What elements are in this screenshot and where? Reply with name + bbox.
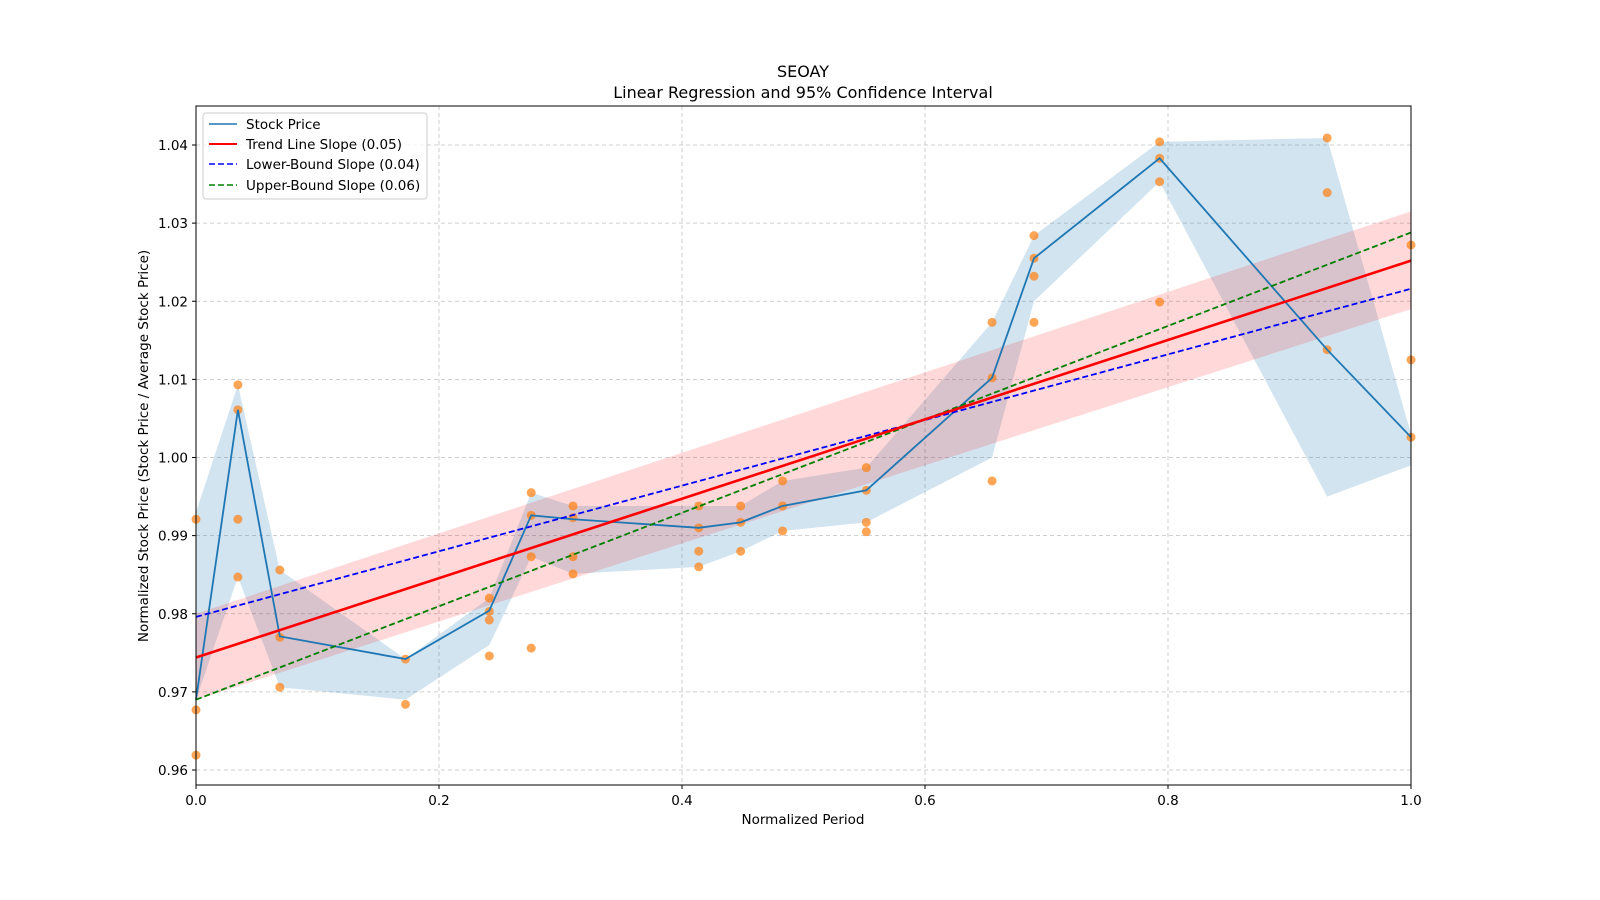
y-axis-title: Normalized Stock Price (Stock Price / Av… (136, 250, 152, 642)
y-tick-label: 1.01 (158, 372, 188, 388)
observation-point (484, 651, 494, 661)
x-axis: 0.0 0.2 0.4 0.6 0.8 1.0 (185, 785, 1422, 809)
trend-line (195, 259, 1412, 659)
observation-point (1029, 317, 1039, 327)
y-tick-label: 0.99 (158, 529, 188, 545)
legend-label-stock-price: Stock Price (246, 117, 321, 133)
lower-bound-line (195, 287, 1412, 618)
observation-point (233, 572, 243, 582)
observation-point (694, 546, 704, 556)
observation-point (484, 615, 494, 625)
observation-point (778, 476, 788, 486)
x-tick-label: 0.6 (914, 793, 935, 809)
trend-band-area (196, 211, 1411, 700)
upper-bound-line (195, 231, 1412, 701)
observation-point (694, 562, 704, 572)
observation-point (526, 552, 536, 562)
stock-price-line (195, 157, 1412, 700)
plot-frame (195, 105, 1412, 786)
observation-point (778, 526, 788, 536)
observation-point (275, 682, 285, 692)
x-tick-label: 0.0 (185, 793, 206, 809)
observation-point (400, 699, 410, 709)
y-tick-label: 0.96 (158, 763, 188, 779)
legend-item-lower-bound: Lower-Bound Slope (0.04) (209, 157, 420, 173)
observation-point (526, 643, 536, 653)
observation-point (861, 517, 871, 527)
y-tick-label: 1.00 (158, 451, 188, 467)
observation-point (1155, 177, 1165, 187)
observation-point (568, 501, 578, 511)
observation-point (736, 501, 746, 511)
legend-label-lower-bound: Lower-Bound Slope (0.04) (246, 157, 420, 173)
series-lines (195, 157, 1412, 701)
x-tick-label: 0.8 (1157, 793, 1178, 809)
trend-confidence-band (196, 211, 1411, 700)
legend-label-upper-bound: Upper-Bound Slope (0.06) (246, 178, 420, 194)
observation-points (191, 133, 1416, 760)
y-tick-label: 1.02 (158, 294, 188, 310)
observation-point (1029, 231, 1039, 241)
observation-point (484, 593, 494, 603)
observation-point (861, 527, 871, 537)
observation-point (1322, 188, 1332, 198)
y-tick-label: 1.03 (158, 216, 188, 232)
observation-point (987, 476, 997, 486)
x-tick-label: 0.2 (428, 793, 449, 809)
observation-point (275, 565, 285, 575)
observation-point (1155, 137, 1165, 147)
x-tick-label: 1.0 (1400, 793, 1421, 809)
observation-point (568, 569, 578, 579)
x-tick-label: 0.4 (671, 793, 692, 809)
legend-label-trend-line: Trend Line Slope (0.05) (245, 137, 402, 153)
x-axis-title: Normalized Period (742, 812, 865, 828)
observation-point (987, 317, 997, 327)
observation-point (1322, 133, 1332, 143)
chart-title: SEOAY (777, 62, 829, 81)
observation-point (233, 514, 243, 524)
observation-point (526, 488, 536, 498)
y-tick-label: 1.04 (158, 138, 188, 154)
legend-item-upper-bound: Upper-Bound Slope (0.06) (209, 178, 420, 194)
observation-point (233, 380, 243, 390)
legend-item-stock-price: Stock Price (209, 117, 321, 133)
legend-item-trend-line: Trend Line Slope (0.05) (209, 137, 402, 153)
observation-point (736, 546, 746, 556)
chart-subtitle: Linear Regression and 95% Confidence Int… (613, 83, 993, 102)
observation-point (1029, 271, 1039, 281)
legend: Stock Price Trend Line Slope (0.05) Lowe… (202, 112, 428, 200)
observation-point (1155, 297, 1165, 307)
legend-box (202, 112, 428, 200)
y-tick-label: 0.97 (158, 685, 188, 701)
y-tick-label: 0.98 (158, 607, 188, 623)
y-axis: 0.96 0.97 0.98 0.99 1.00 1.01 1.02 1.03 1.04 (158, 138, 196, 779)
observation-point (861, 463, 871, 473)
